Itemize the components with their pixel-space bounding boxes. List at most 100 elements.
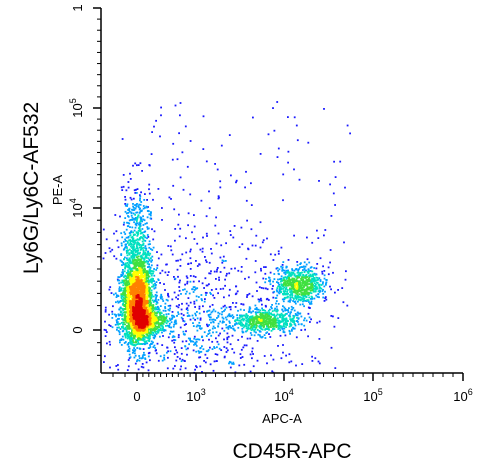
event-point <box>288 307 290 310</box>
event-point <box>297 271 300 274</box>
event-point <box>142 338 145 341</box>
event-point <box>225 306 228 309</box>
event-point <box>169 304 172 307</box>
event-point <box>140 331 143 334</box>
event-point <box>330 288 332 291</box>
event-point <box>259 298 261 301</box>
event-point <box>130 306 133 309</box>
event-point <box>151 325 154 327</box>
event-point <box>124 327 126 330</box>
event-point <box>126 327 129 330</box>
event-point <box>329 183 331 186</box>
event-point <box>131 270 134 272</box>
event-point <box>284 314 286 317</box>
event-point <box>273 325 275 328</box>
event-point <box>130 318 133 320</box>
event-point <box>311 270 314 273</box>
event-point <box>277 282 280 284</box>
event-point <box>110 292 113 294</box>
event-point <box>272 318 275 321</box>
event-point <box>277 345 279 347</box>
event-point <box>163 354 166 357</box>
event-point <box>155 295 158 298</box>
event-point <box>146 300 149 302</box>
event-point <box>295 364 297 367</box>
event-point <box>147 236 150 238</box>
event-point <box>192 340 195 343</box>
event-point <box>132 334 135 337</box>
event-point <box>184 345 186 347</box>
event-point <box>136 282 138 285</box>
event-point <box>131 250 134 253</box>
event-point <box>121 308 124 310</box>
event-point <box>284 281 287 284</box>
event-point <box>285 278 288 280</box>
event-point <box>139 222 142 225</box>
event-point <box>115 319 118 322</box>
event-point <box>270 319 272 322</box>
event-point <box>248 319 251 322</box>
event-point <box>208 316 211 319</box>
event-point <box>219 256 222 259</box>
event-point <box>147 275 150 278</box>
event-point <box>143 273 146 275</box>
event-point <box>287 269 289 272</box>
event-point <box>191 231 193 234</box>
event-point <box>138 357 141 359</box>
event-point <box>167 271 170 273</box>
event-point <box>132 218 134 221</box>
event-point <box>296 285 299 288</box>
event-point <box>122 262 125 264</box>
event-point <box>289 318 292 320</box>
event-point <box>228 320 231 323</box>
event-point <box>143 297 146 299</box>
event-point <box>245 327 248 330</box>
event-point <box>135 188 137 191</box>
event-point <box>140 365 143 368</box>
event-point <box>244 186 246 189</box>
event-point <box>262 309 265 312</box>
data-points <box>102 101 351 374</box>
event-point <box>301 291 303 294</box>
event-point <box>122 287 125 290</box>
event-point <box>165 315 168 318</box>
event-point <box>201 247 204 250</box>
event-point <box>172 184 175 187</box>
event-point <box>198 307 201 310</box>
event-point <box>123 305 126 307</box>
event-point <box>262 239 265 242</box>
event-point <box>242 319 245 322</box>
event-point <box>178 132 180 135</box>
event-point <box>223 355 226 358</box>
event-point <box>126 320 129 323</box>
event-point <box>136 360 138 363</box>
event-point <box>303 298 306 300</box>
event-point <box>157 188 160 190</box>
event-point <box>120 288 122 291</box>
event-point <box>196 329 199 332</box>
event-point <box>316 277 319 279</box>
event-point <box>128 297 130 299</box>
event-point <box>148 324 151 327</box>
event-point <box>124 265 127 267</box>
event-point <box>159 135 161 138</box>
event-point <box>302 292 305 294</box>
event-point <box>133 273 136 275</box>
event-point <box>173 353 176 355</box>
event-point <box>316 279 319 281</box>
event-point <box>132 319 134 321</box>
event-point <box>229 308 232 311</box>
event-point <box>209 316 212 319</box>
event-point <box>120 186 123 189</box>
event-point <box>253 318 256 321</box>
event-point <box>124 210 127 213</box>
event-point <box>213 297 216 299</box>
event-point <box>141 256 144 259</box>
event-point <box>133 328 136 331</box>
event-point <box>259 327 262 330</box>
event-point <box>166 346 169 349</box>
event-point <box>133 229 136 232</box>
event-point <box>128 335 130 337</box>
event-point <box>235 322 238 324</box>
event-point <box>139 267 142 270</box>
